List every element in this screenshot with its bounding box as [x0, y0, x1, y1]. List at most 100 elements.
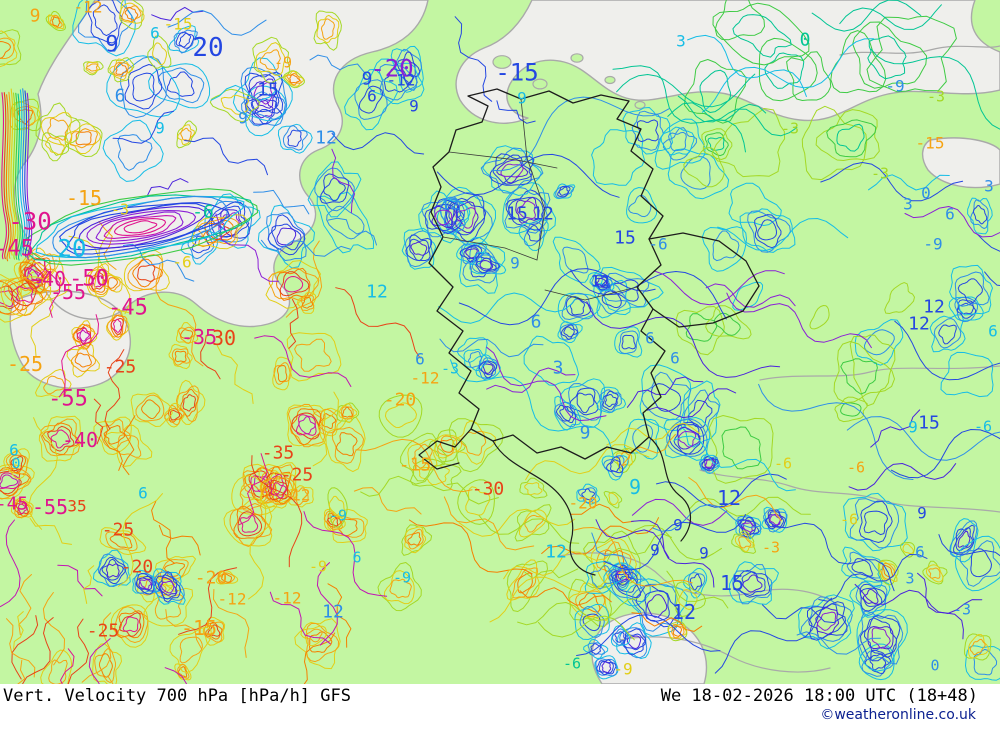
svg-text:-25: -25 — [7, 352, 43, 376]
footer-text-row: Vert. Velocity 700 hPa [hPa/h] GFS We 18… — [0, 684, 1000, 706]
svg-text:-20: -20 — [569, 494, 598, 513]
svg-text:-3: -3 — [781, 119, 799, 137]
svg-text:9: 9 — [30, 5, 41, 26]
svg-text:-35: -35 — [262, 442, 295, 463]
svg-text:-20: -20 — [121, 556, 154, 577]
svg-text:-3: -3 — [441, 359, 459, 377]
svg-text:6: 6 — [945, 205, 955, 224]
svg-text:-35: -35 — [181, 325, 217, 349]
svg-text:-40: -40 — [30, 267, 66, 291]
svg-text:9: 9 — [650, 541, 660, 560]
svg-text:12: 12 — [717, 486, 741, 510]
svg-text:9: 9 — [510, 254, 520, 273]
svg-text:-9: -9 — [329, 506, 347, 524]
svg-text:-6: -6 — [774, 454, 792, 472]
svg-text:-3: -3 — [953, 600, 971, 618]
svg-text:-3: -3 — [871, 164, 889, 182]
svg-text:15: 15 — [614, 227, 636, 248]
svg-text:9: 9 — [629, 475, 641, 499]
svg-text:-6: -6 — [563, 654, 581, 672]
svg-text:12: 12 — [366, 281, 388, 302]
svg-text:6: 6 — [138, 484, 148, 503]
svg-text:-6: -6 — [974, 417, 992, 435]
svg-text:-55: -55 — [48, 387, 88, 412]
svg-text:-12: -12 — [387, 71, 416, 90]
footer-bar: Vert. Velocity 700 hPa [hPa/h] GFS We 18… — [0, 684, 1000, 733]
svg-text:-6: -6 — [172, 253, 191, 272]
svg-text:9: 9 — [362, 68, 373, 89]
svg-text:12: 12 — [590, 272, 609, 291]
svg-text:0: 0 — [921, 184, 931, 203]
svg-text:9: 9 — [908, 418, 918, 437]
svg-text:0: 0 — [11, 454, 20, 472]
svg-text:6: 6 — [367, 87, 377, 106]
svg-text:9: 9 — [699, 544, 709, 563]
map-datetime: We 18-02-2026 18:00 UTC (18+48) — [660, 686, 978, 706]
svg-text:-12: -12 — [282, 486, 311, 505]
svg-text:3: 3 — [676, 32, 686, 51]
svg-text:-40: -40 — [62, 428, 98, 452]
svg-text:-30: -30 — [472, 478, 505, 499]
svg-text:0: 0 — [800, 29, 811, 50]
svg-text:-6: -6 — [847, 458, 865, 476]
svg-text:-45: -45 — [108, 296, 148, 321]
svg-text:-25: -25 — [87, 620, 120, 641]
svg-text:12: 12 — [315, 127, 337, 148]
svg-text:6: 6 — [988, 322, 998, 341]
svg-text:9: 9 — [155, 119, 165, 138]
svg-text:9: 9 — [238, 109, 248, 128]
svg-text:-6: -6 — [840, 510, 858, 528]
svg-text:-3: -3 — [762, 538, 780, 556]
svg-text:9: 9 — [517, 89, 527, 108]
svg-text:15: 15 — [506, 203, 528, 224]
svg-text:-20: -20 — [384, 389, 417, 410]
svg-text:35: 35 — [67, 497, 86, 516]
svg-text:-25: -25 — [281, 464, 314, 485]
svg-text:6: 6 — [115, 85, 126, 106]
svg-text:6: 6 — [915, 543, 925, 562]
svg-text:6: 6 — [531, 311, 542, 332]
svg-text:6: 6 — [670, 349, 680, 368]
svg-text:-15: -15 — [181, 616, 217, 640]
map-title: Vert. Velocity 700 hPa [hPa/h] GFS — [3, 686, 351, 706]
country-border-layer — [418, 88, 760, 576]
svg-text:9: 9 — [105, 33, 118, 58]
svg-text:12: 12 — [545, 541, 567, 562]
svg-text:-45: -45 — [0, 237, 34, 262]
svg-text:-6: -6 — [192, 201, 214, 222]
svg-text:9: 9 — [409, 97, 419, 116]
svg-text:3: 3 — [903, 195, 913, 214]
svg-text:-55: -55 — [50, 280, 86, 304]
svg-text:3: 3 — [984, 177, 994, 196]
svg-text:20: 20 — [58, 234, 87, 262]
svg-text:-3: -3 — [111, 200, 129, 218]
svg-text:-50: -50 — [69, 267, 109, 292]
svg-text:-9: -9 — [885, 77, 904, 96]
svg-text:-55: -55 — [32, 495, 68, 519]
svg-text:-9: -9 — [393, 568, 411, 586]
svg-text:-15: -15 — [916, 134, 945, 153]
svg-text:-3: -3 — [927, 87, 945, 105]
coastline-layer — [9, 0, 1000, 684]
copyright-text: ©weatheronline.co.uk — [820, 707, 976, 723]
svg-text:6: 6 — [150, 24, 160, 43]
svg-text:12: 12 — [923, 296, 945, 317]
svg-text:6: 6 — [352, 548, 361, 566]
svg-text:-12: -12 — [411, 369, 440, 388]
svg-text:-6: -6 — [648, 235, 667, 254]
svg-text:12: 12 — [908, 313, 930, 334]
svg-text:-30: -30 — [8, 207, 51, 235]
svg-text:3: 3 — [905, 569, 914, 587]
svg-text:-9: -9 — [274, 53, 292, 71]
svg-text:6: 6 — [415, 350, 425, 369]
svg-text:12: 12 — [440, 195, 459, 214]
svg-text:-12: -12 — [74, 0, 103, 17]
svg-text:-15: -15 — [495, 58, 538, 86]
svg-text:9: 9 — [580, 422, 591, 443]
svg-text:6: 6 — [9, 441, 19, 460]
svg-text:9: 9 — [917, 504, 927, 523]
svg-text:15: 15 — [257, 79, 279, 100]
